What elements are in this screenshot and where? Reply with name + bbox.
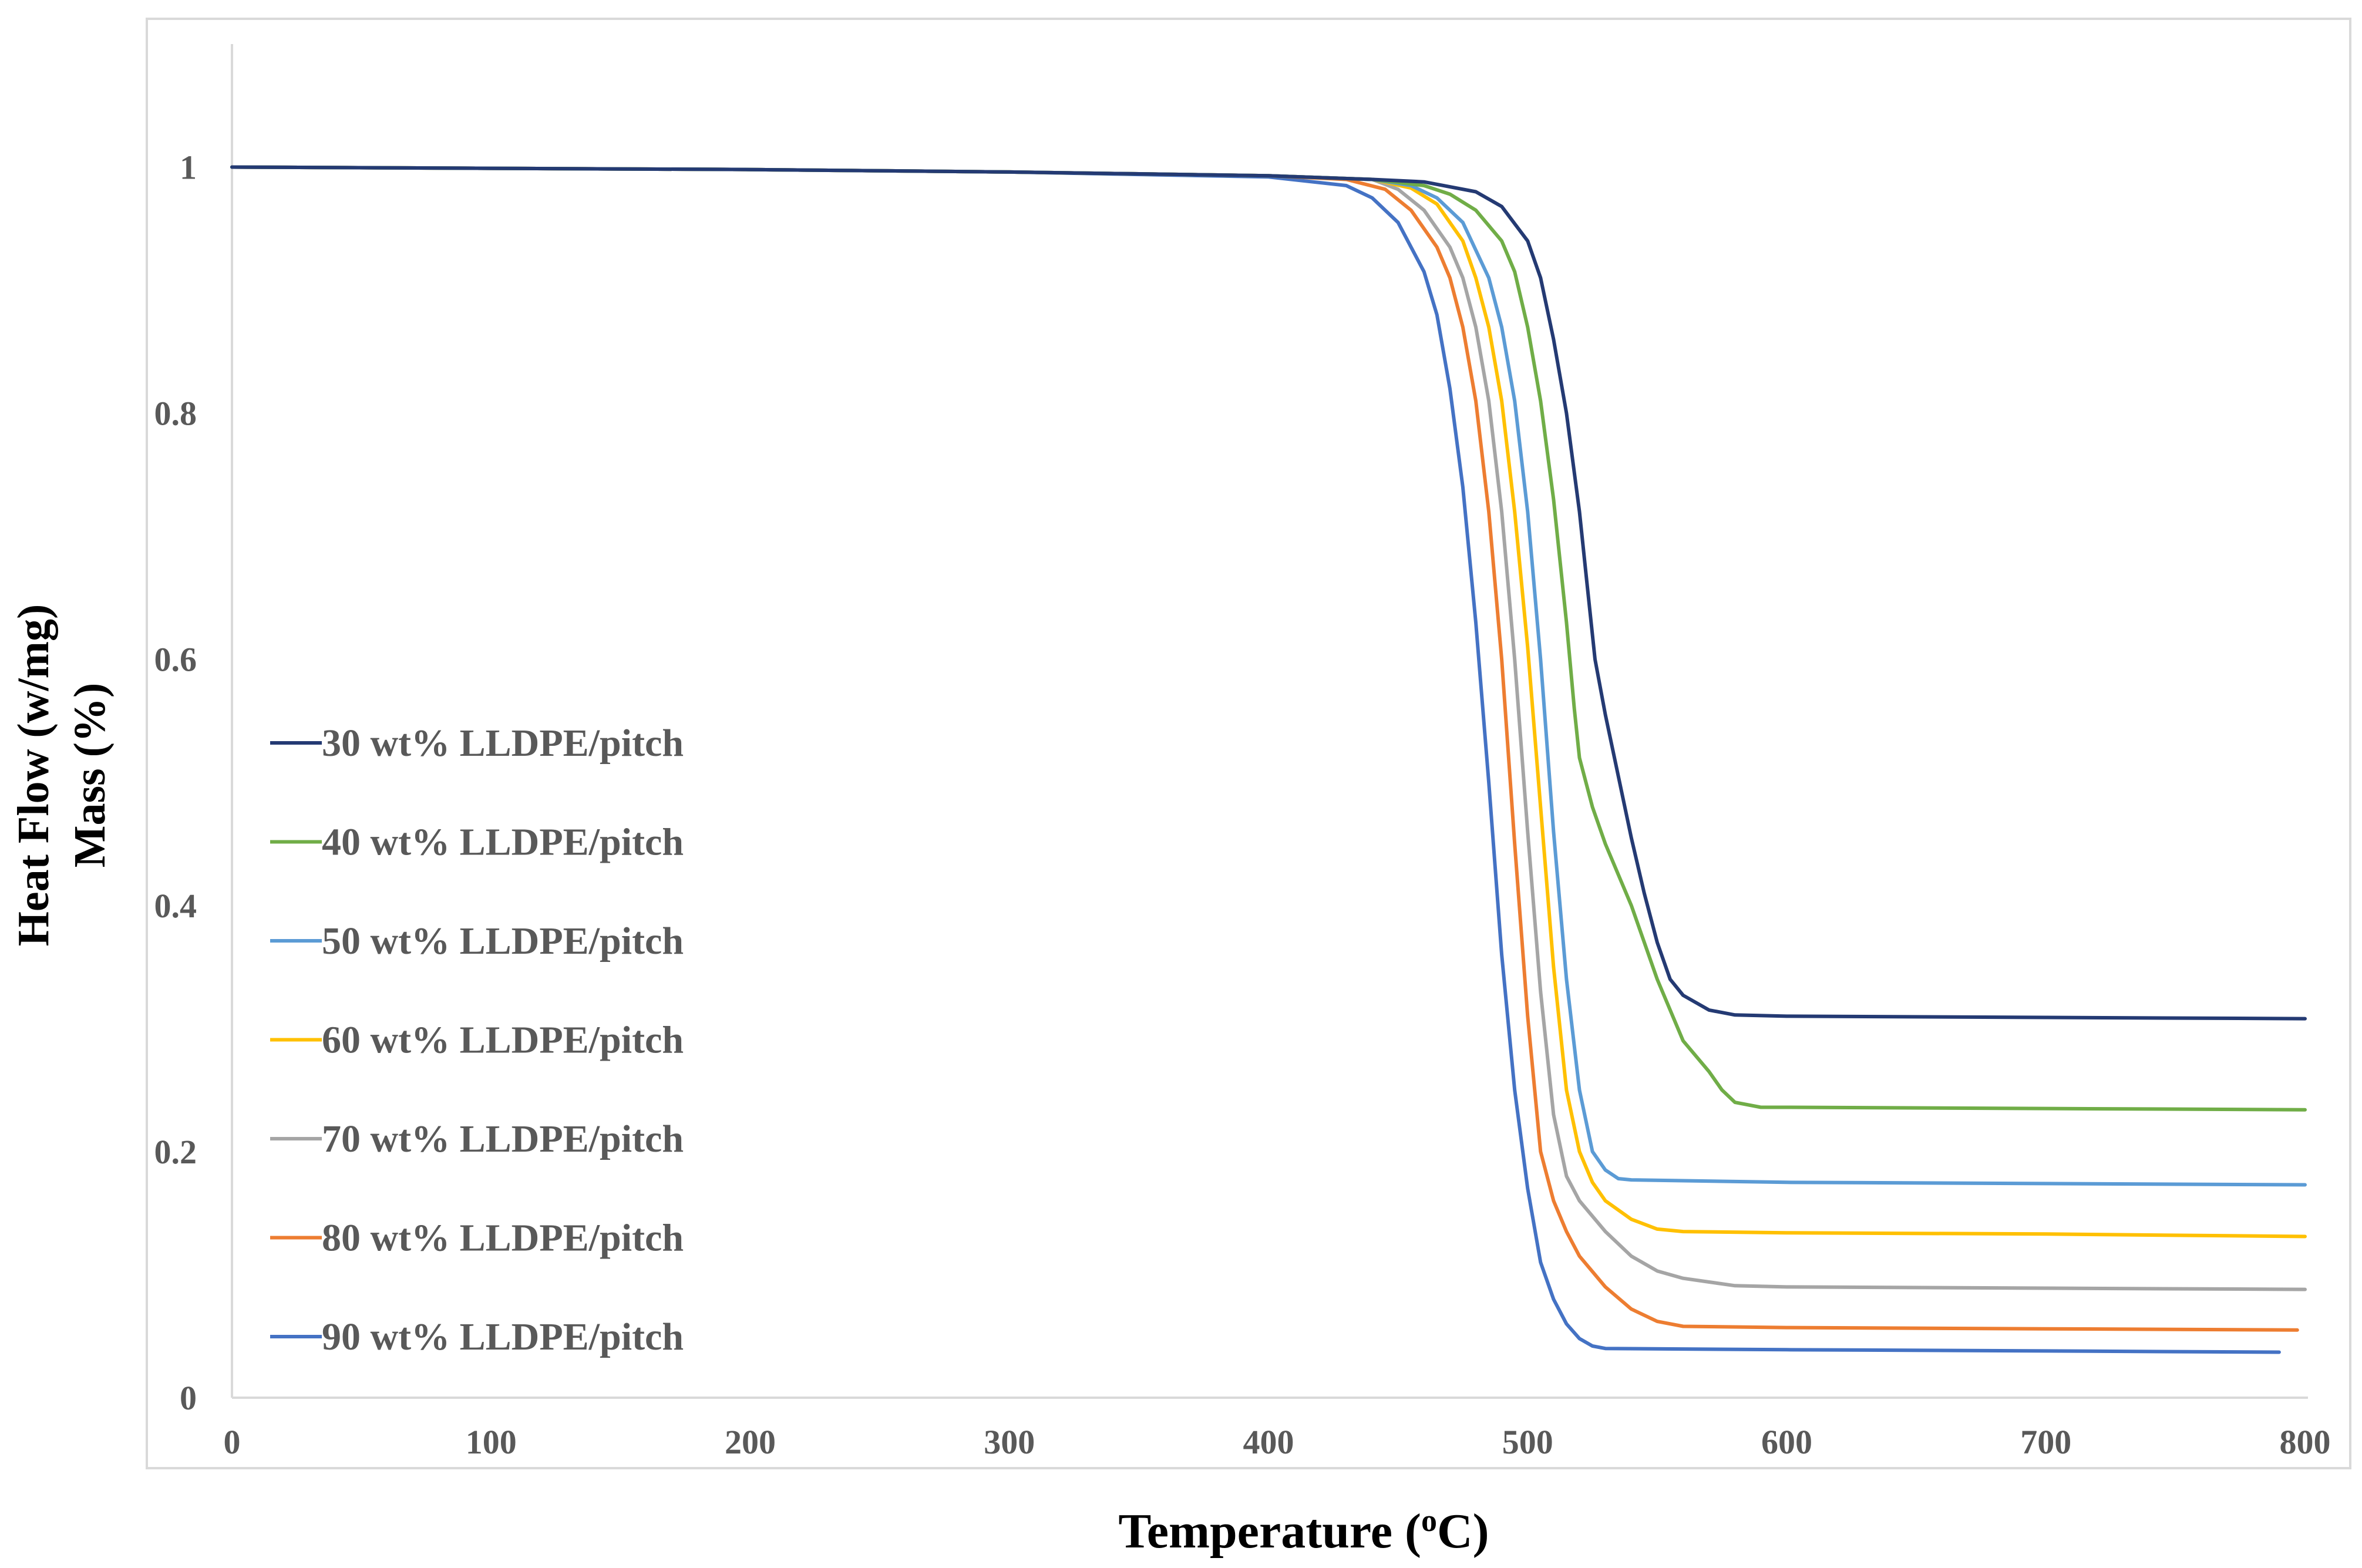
series-lines bbox=[230, 165, 2307, 1354]
y-tick-label: 0.6 bbox=[154, 641, 197, 679]
y-tick-label: 0.2 bbox=[154, 1133, 197, 1171]
legend-label: 60 wt% LLDPE/pitch bbox=[322, 1019, 684, 1062]
y-axis-title-line2: Mass (%) bbox=[65, 683, 115, 868]
x-tick-label: 200 bbox=[725, 1423, 776, 1461]
legend-label: 70 wt% LLDPE/pitch bbox=[322, 1118, 684, 1160]
legend-label: 50 wt% LLDPE/pitch bbox=[322, 920, 684, 963]
x-axis-title-superscript: o bbox=[1421, 1503, 1437, 1538]
y-tick-label: 1 bbox=[180, 149, 197, 187]
x-tick-label: 500 bbox=[1502, 1423, 1553, 1461]
x-tick-label: 300 bbox=[984, 1423, 1035, 1461]
series-line bbox=[230, 165, 2307, 1021]
y-tick-labels: 0 0.2 0.4 0.6 0.8 1 bbox=[154, 149, 197, 1417]
x-tick-label: 100 bbox=[466, 1423, 517, 1461]
y-tick-label: 0.8 bbox=[154, 395, 197, 433]
legend-label: 40 wt% LLDPE/pitch bbox=[322, 821, 684, 864]
x-tick-label: 700 bbox=[2020, 1423, 2071, 1461]
x-tick-labels: 0 100 200 300 400 500 600 700 800 bbox=[224, 1423, 2331, 1461]
legend: 30 wt% LLDPE/pitch 40 wt% LLDPE/pitch 50 w… bbox=[270, 722, 684, 1358]
x-tick-label: 800 bbox=[2280, 1423, 2331, 1461]
x-axis-title: Temperature (oC) bbox=[1118, 1503, 1489, 1559]
y-tick-label: 0 bbox=[180, 1379, 197, 1417]
y-axis-title-line1: Heat Flow (w/mg) bbox=[9, 604, 58, 947]
y-tick-label: 0.4 bbox=[154, 887, 197, 925]
legend-label: 30 wt% LLDPE/pitch bbox=[322, 722, 684, 765]
chart-border bbox=[146, 18, 2351, 1469]
legend-label: 80 wt% LLDPE/pitch bbox=[322, 1217, 684, 1260]
series-line bbox=[230, 165, 2281, 1354]
x-axis-title-main: Temperature ( bbox=[1118, 1504, 1421, 1559]
x-tick-label: 0 bbox=[224, 1423, 241, 1461]
x-tick-label: 400 bbox=[1243, 1423, 1294, 1461]
x-tick-label: 600 bbox=[1761, 1423, 1812, 1461]
x-axis-title-unit: C) bbox=[1437, 1504, 1489, 1559]
legend-label: 90 wt% LLDPE/pitch bbox=[322, 1315, 684, 1358]
